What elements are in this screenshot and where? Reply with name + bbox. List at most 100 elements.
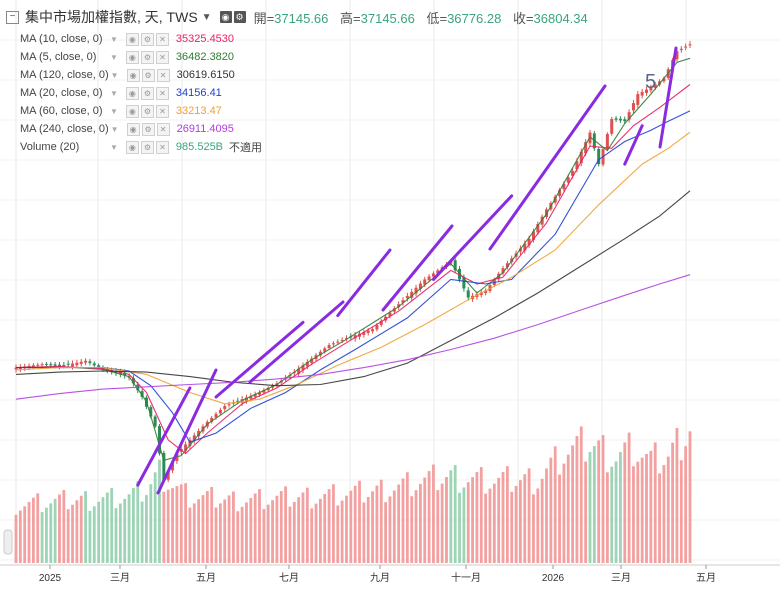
volume-bar <box>610 466 614 563</box>
candle-body <box>192 435 196 442</box>
volume-bar <box>31 497 35 563</box>
close-icon[interactable]: ✕ <box>156 68 170 82</box>
candle-body <box>149 407 153 417</box>
gear-icon[interactable]: ⚙ <box>140 140 154 154</box>
ma-line <box>15 57 691 461</box>
eye-icon[interactable]: ◉ <box>125 50 139 64</box>
ma-line <box>15 84 691 455</box>
study-name[interactable]: MA (5, close, 0) <box>20 51 97 63</box>
study-name[interactable]: MA (60, close, 0) <box>20 105 103 117</box>
close-icon[interactable]: ✕ <box>155 86 169 100</box>
ma-line <box>15 274 691 400</box>
volume-bar <box>579 426 583 563</box>
volume-bar <box>110 487 114 563</box>
volume-bar <box>545 468 548 563</box>
volume-bar <box>514 485 518 563</box>
candle-body <box>318 351 322 356</box>
gear-icon[interactable]: ⚙ <box>233 11 246 23</box>
volume-bar <box>336 505 340 563</box>
chevron-down-icon[interactable]: ▼ <box>110 106 118 116</box>
chevron-down-icon[interactable]: ▼ <box>201 11 212 23</box>
candle-body <box>623 119 627 122</box>
chevron-down-icon[interactable]: ▼ <box>110 124 119 134</box>
close-icon[interactable]: ✕ <box>155 50 169 64</box>
candle-body <box>597 148 601 165</box>
eye-icon[interactable]: ◉ <box>125 140 139 154</box>
eye-icon[interactable]: ◉ <box>126 68 140 82</box>
gear-icon[interactable]: ⚙ <box>140 32 154 46</box>
volume-bar <box>523 474 527 563</box>
chevron-down-icon[interactable]: ▼ <box>110 88 118 98</box>
volume-bar <box>527 468 531 563</box>
volume-bar <box>475 472 479 563</box>
candle-body <box>575 161 579 170</box>
eye-icon[interactable]: ◉ <box>125 86 139 100</box>
close-icon[interactable]: ✕ <box>155 32 169 46</box>
volume-bar <box>671 442 675 563</box>
volume-bar <box>423 477 427 563</box>
candle-body <box>401 300 405 303</box>
collapse-icon[interactable]: − <box>6 10 19 24</box>
volume-bar <box>405 472 409 563</box>
study-row[interactable]: Volume (20) ▼ ◉ ⚙ ✕ 985.525B 不適用 <box>0 138 640 156</box>
volume-bar <box>18 510 22 563</box>
gear-icon[interactable]: ⚙ <box>140 86 154 100</box>
study-row[interactable]: MA (120, close, 0) ▼ ◉ ⚙ ✕ 30619.6150 <box>0 66 640 84</box>
volume-bar <box>45 507 48 563</box>
close-icon[interactable]: ✕ <box>155 104 169 118</box>
candle-body <box>171 462 175 471</box>
x-axis-tick-label: 三月 <box>110 572 130 584</box>
volume-bar <box>340 500 344 563</box>
volume-bar <box>79 495 83 563</box>
x-axis-tick-label: 五月 <box>696 572 716 584</box>
study-row[interactable]: MA (20, close, 0) ▼ ◉ ⚙ ✕ 34156.41 <box>0 84 640 102</box>
wave-annotation-line <box>381 224 454 312</box>
volume-bar <box>132 487 135 563</box>
chevron-down-icon[interactable]: ▼ <box>110 70 119 80</box>
study-row[interactable]: MA (60, close, 0) ▼ ◉ ⚙ ✕ 33213.47 <box>0 102 640 120</box>
close-icon[interactable]: ✕ <box>155 140 169 154</box>
candle-body <box>362 332 366 335</box>
volume-bar <box>588 452 592 563</box>
chevron-down-icon[interactable]: ▼ <box>110 52 118 62</box>
eye-icon[interactable]: ◉ <box>125 104 139 118</box>
volume-bar <box>288 506 292 563</box>
study-row[interactable]: MA (240, close, 0) ▼ ◉ ⚙ ✕ 26911.4095 <box>0 120 640 138</box>
volume-bar <box>92 506 96 563</box>
gear-icon[interactable]: ⚙ <box>140 50 154 64</box>
volume-bar <box>440 483 444 563</box>
candle-body <box>375 325 379 330</box>
wave-annotation-line <box>136 386 192 487</box>
volume-bar <box>684 446 688 563</box>
close-icon[interactable]: ✕ <box>156 122 170 136</box>
ohlc-open-value: 37145.66 <box>274 10 329 26</box>
study-name[interactable]: MA (10, close, 0) <box>20 33 103 45</box>
eye-icon[interactable]: ◉ <box>126 122 140 136</box>
gear-icon[interactable]: ⚙ <box>141 68 155 82</box>
volume-bar <box>388 496 392 563</box>
volume-bar <box>484 493 488 563</box>
symbol-title[interactable]: 集中市場加權指數, 天, TWS <box>25 9 198 25</box>
study-name[interactable]: MA (20, close, 0) <box>20 87 103 99</box>
candle-body <box>253 394 257 397</box>
study-name[interactable]: MA (240, close, 0) <box>20 123 109 135</box>
volume-bar <box>27 502 31 563</box>
study-row[interactable]: MA (5, close, 0) ▼ ◉ ⚙ ✕ 36482.3820 <box>0 48 640 66</box>
volume-bar <box>592 446 596 563</box>
volume-bar <box>510 491 514 563</box>
study-name[interactable]: MA (120, close, 0) <box>20 69 109 81</box>
study-row[interactable]: MA (10, close, 0) ▼ ◉ ⚙ ✕ 35325.4530 <box>0 30 640 48</box>
chevron-down-icon[interactable]: ▼ <box>110 34 118 44</box>
volume-bar <box>375 485 379 563</box>
candle-body <box>92 363 96 366</box>
study-name[interactable]: Volume (20) <box>20 141 80 153</box>
eye-icon[interactable]: ◉ <box>219 11 232 23</box>
candle-body <box>84 360 88 363</box>
gear-icon[interactable]: ⚙ <box>141 122 155 136</box>
volume-bar <box>253 493 257 563</box>
eye-icon[interactable]: ◉ <box>125 32 139 46</box>
gear-icon[interactable]: ⚙ <box>140 104 154 118</box>
chevron-down-icon[interactable]: ▼ <box>110 142 118 152</box>
